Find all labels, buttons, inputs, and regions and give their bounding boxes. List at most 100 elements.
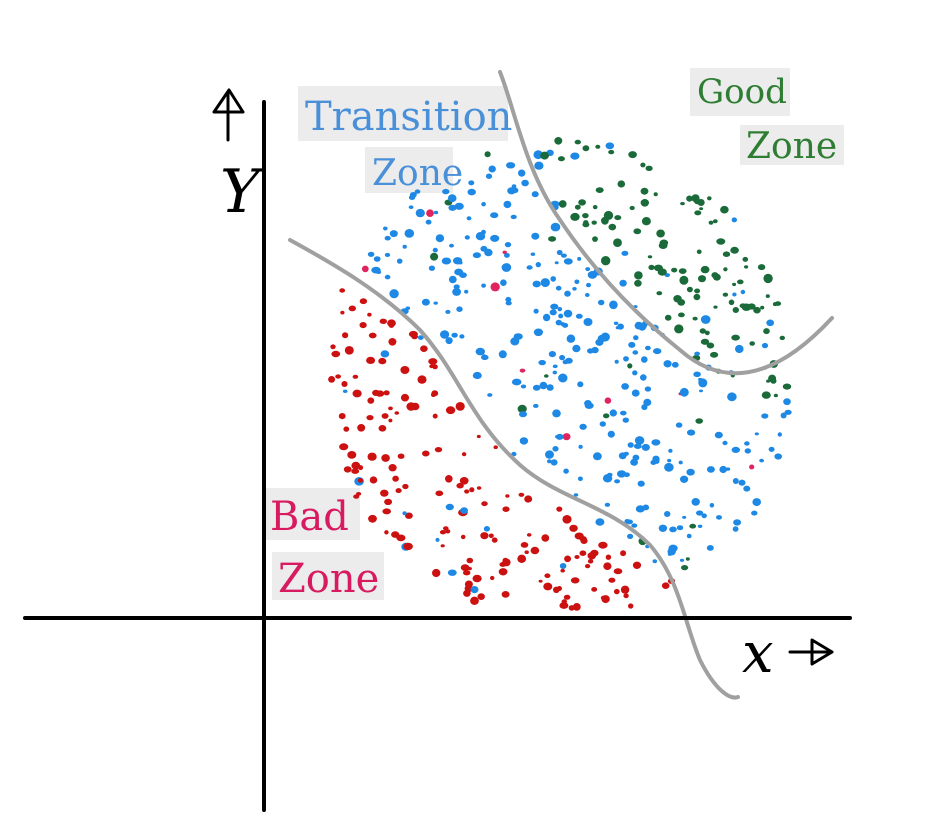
bad-dot: [342, 332, 349, 339]
transition-dot: [533, 328, 544, 337]
transition-dot: [681, 565, 689, 571]
good-dot: [557, 156, 565, 162]
transition-dot: [448, 275, 457, 284]
good-dot: [540, 151, 549, 160]
transition-dot: [709, 503, 715, 508]
good-dot: [761, 391, 771, 399]
good-dot: [732, 292, 737, 297]
transition-dot: [574, 279, 580, 285]
bad-dot: [460, 507, 468, 514]
bad-dot: [477, 593, 485, 600]
transition-dot: [641, 356, 648, 363]
bad-dot: [344, 346, 354, 355]
bad-dot: [348, 305, 356, 312]
bad-dot: [556, 506, 563, 512]
transition-dot: [727, 392, 737, 402]
transition-dot: [623, 356, 629, 362]
boundary-transition-bad: [288, 238, 740, 700]
transition-dot: [695, 418, 703, 424]
bad-dot: [501, 591, 510, 598]
transition-dot: [706, 466, 715, 473]
bad-dot: [397, 453, 405, 459]
bad-dot: [490, 575, 495, 581]
bad-dot: [432, 568, 441, 578]
bad-dot: [394, 411, 400, 415]
transition-dot: [668, 448, 673, 453]
good-dot: [605, 142, 615, 150]
transition-dot: [538, 359, 546, 366]
transition-dot: [584, 400, 592, 407]
transition-dot: [697, 524, 703, 528]
bad-dot: [406, 402, 416, 411]
transition-dot: [685, 557, 690, 561]
transition-dot: [664, 511, 671, 517]
good-dot: [629, 205, 635, 211]
bad-zone-label-line1: Bad: [270, 494, 349, 540]
transition-dot: [475, 232, 486, 241]
transition-dot: [367, 251, 375, 257]
bad-dot: [579, 550, 587, 556]
transition-dot: [566, 334, 576, 343]
transition-dot: [510, 337, 520, 346]
bad-dot: [357, 478, 364, 483]
bad-dot: [435, 537, 440, 542]
transition-dot: [440, 330, 450, 339]
bad-dot: [572, 603, 581, 611]
bad-dot: [381, 454, 390, 462]
bad-dot: [445, 475, 453, 483]
bad-dot: [463, 589, 471, 597]
transition-dot: [572, 344, 581, 353]
good-dot: [712, 219, 718, 224]
bad-dot: [553, 586, 560, 593]
bad-dot: [353, 494, 360, 499]
transition-dot: [535, 262, 541, 268]
bad-dot: [541, 534, 550, 542]
transition-dot: [502, 250, 507, 254]
transition-dot: [542, 313, 551, 322]
bad-dot: [408, 330, 418, 338]
transition-dot: [503, 200, 512, 209]
transition-dot: [505, 300, 512, 306]
bad-dot: [598, 541, 608, 549]
transition-dot: [784, 409, 792, 415]
good-dot: [608, 223, 617, 231]
bad-dot: [367, 452, 377, 461]
transition-dot: [759, 458, 764, 463]
good-dot: [766, 379, 771, 383]
transition-dot: [738, 479, 746, 486]
transition-dot: [598, 299, 605, 306]
transition-dot: [617, 323, 624, 330]
bad-dot: [459, 477, 469, 485]
transition-dot: [562, 359, 569, 365]
transition-dot: [719, 465, 727, 474]
good-dot: [720, 205, 729, 214]
good-dot: [570, 152, 580, 160]
bad-dot: [383, 390, 390, 396]
transition-label-bg-1: [298, 86, 508, 141]
good-dot: [640, 199, 649, 207]
bad-dot: [493, 445, 498, 450]
transition-dot: [653, 348, 662, 355]
transition-dot: [691, 498, 700, 506]
transition-dot: [633, 335, 639, 341]
bad-dot: [395, 488, 402, 494]
good-dot: [601, 256, 611, 266]
transition-dot: [573, 493, 579, 497]
transition-dot: [556, 249, 563, 256]
good-dot: [782, 383, 792, 390]
bad-dot: [587, 559, 594, 564]
good-dot: [742, 256, 749, 262]
transition-dot: [595, 518, 605, 526]
bad-dot: [392, 475, 399, 482]
x-arrow-icon: [788, 638, 834, 666]
bad-dot: [472, 574, 482, 583]
bad-dot: [564, 555, 572, 563]
good-dot: [658, 242, 668, 249]
good-dot: [699, 207, 704, 211]
good-dot: [728, 299, 735, 306]
transition-dot: [562, 433, 571, 441]
good-dot: [770, 378, 777, 384]
transition-dot: [560, 322, 566, 327]
transition-dot: [550, 303, 559, 310]
transition-dot: [447, 194, 457, 203]
